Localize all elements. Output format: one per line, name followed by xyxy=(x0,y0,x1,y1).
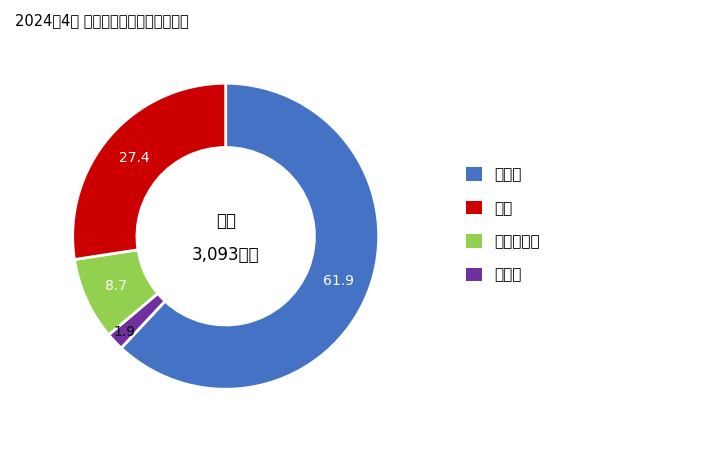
Text: 8.7: 8.7 xyxy=(105,279,127,293)
Text: 2024年4月 輸入相手国のシェア（％）: 2024年4月 輸入相手国のシェア（％） xyxy=(15,14,189,28)
Wedge shape xyxy=(121,83,379,389)
Text: 3,093万円: 3,093万円 xyxy=(192,246,259,264)
Wedge shape xyxy=(108,293,165,348)
Text: 1.9: 1.9 xyxy=(114,325,136,339)
Text: 27.4: 27.4 xyxy=(119,151,149,165)
Text: 61.9: 61.9 xyxy=(323,274,354,288)
Wedge shape xyxy=(73,83,226,260)
Legend: ロシア, 米国, スロバキア, その他: ロシア, 米国, スロバキア, その他 xyxy=(466,167,539,283)
Wedge shape xyxy=(74,250,158,335)
Text: 総額: 総額 xyxy=(215,212,236,230)
